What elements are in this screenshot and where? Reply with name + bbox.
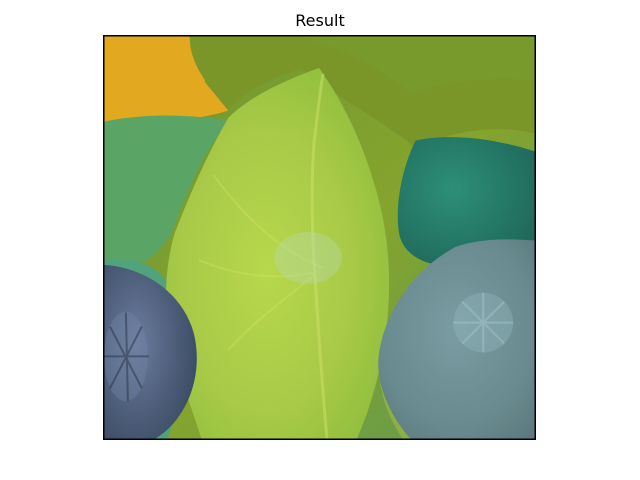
figure-title: Result	[295, 11, 345, 30]
segmented-fruit-image	[104, 36, 535, 439]
result-image-panel	[103, 35, 536, 440]
